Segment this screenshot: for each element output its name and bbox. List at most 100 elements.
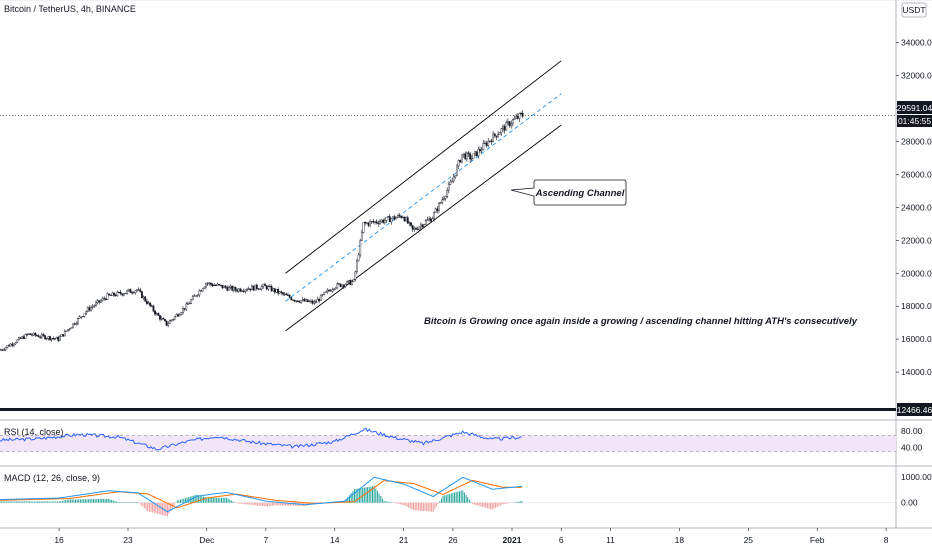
candle [45, 337, 48, 341]
candle [177, 313, 179, 318]
macd-histogram-bar [265, 502, 267, 507]
macd-histogram-bar [270, 502, 272, 506]
ascending-channel[interactable] [285, 60, 562, 332]
candle [382, 218, 385, 224]
macd-histogram-bar [178, 500, 180, 503]
date-axis[interactable]: 16 23 Dec 7 14 21 26 2021 6 11 18 25 Feb 8 [54, 528, 889, 545]
channel-upper-line[interactable] [285, 60, 562, 274]
macd-histogram-bar [385, 501, 387, 503]
macd-histogram-bar [373, 486, 375, 503]
candle [241, 289, 243, 292]
macd-histogram-bar [68, 499, 70, 503]
macd-histogram-bar [17, 501, 19, 503]
macd-histogram-bar [498, 502, 500, 507]
candle [474, 150, 476, 157]
macd-histogram-bar [247, 502, 249, 505]
macd-label[interactable]: MACD (12, 26, close, 9) [4, 473, 100, 483]
macd-histogram-bar [124, 502, 126, 503]
macd-histogram-bar [211, 497, 213, 503]
macd-histogram-bar [422, 502, 424, 511]
macd-histogram-bar [253, 502, 255, 506]
candle [339, 283, 342, 288]
candle [0, 348, 2, 351]
candle [262, 283, 265, 289]
candle [26, 333, 28, 337]
macd-histogram-bar [293, 502, 295, 506]
candle [77, 317, 79, 326]
candle [387, 215, 390, 218]
macd-histogram-bar [449, 493, 451, 503]
candle [351, 279, 353, 286]
candle [8, 344, 10, 347]
macd-histogram-bar [421, 502, 423, 511]
candle [201, 288, 204, 292]
macd-histogram-bar [129, 502, 131, 503]
macd-histogram-bar [14, 501, 16, 503]
currency-badge[interactable]: USDT [901, 2, 927, 18]
macd-histogram-bar [445, 494, 447, 503]
candle [456, 163, 458, 176]
candle [461, 154, 463, 164]
macd-tick-label: 0.00 [901, 498, 918, 508]
candle [506, 118, 509, 126]
candle [134, 290, 137, 295]
macd-histogram-bar [45, 501, 47, 503]
candle [265, 284, 268, 291]
macd-histogram-bar [209, 497, 211, 503]
macd-histogram-bar [248, 502, 250, 505]
macd-histogram-bar [168, 502, 170, 514]
macd-histogram-bar [227, 498, 229, 503]
candle [292, 299, 294, 301]
macd-histogram-bar [30, 501, 32, 503]
candle [439, 201, 442, 204]
channel-lower-line[interactable] [285, 124, 562, 332]
channel-midline[interactable] [285, 93, 562, 302]
date-tick-label: 8 [884, 535, 889, 545]
candle [136, 289, 138, 293]
macd-histogram-bar [157, 502, 159, 514]
macd-histogram-bar [66, 499, 68, 503]
macd-histogram-bar [454, 492, 456, 503]
macd-histogram-bar [439, 501, 441, 503]
candle [32, 332, 35, 337]
macd-histogram-bar [60, 501, 62, 503]
candle [446, 187, 449, 199]
macd-histogram-bar [176, 500, 178, 503]
macd-histogram-bar [181, 499, 183, 503]
candle [164, 318, 166, 322]
candle [487, 137, 490, 148]
date-tick-label: 2021 [503, 535, 522, 545]
candle [372, 218, 375, 224]
candle [457, 159, 460, 170]
price-tick-label: 22000.00 [901, 235, 932, 245]
macd-histogram-bar [478, 502, 480, 506]
macd-histogram-bar [376, 491, 378, 503]
candle [375, 219, 378, 225]
macd-histogram-bar [424, 502, 426, 512]
macd-histogram-bar [4, 501, 6, 503]
macd-histogram-bar [101, 498, 103, 503]
candle [90, 305, 92, 312]
macd-histogram-bar [122, 502, 124, 503]
candle [278, 291, 281, 295]
macd-histogram-bar [212, 497, 214, 503]
macd-series [0, 476, 896, 517]
macd-histogram-bar [396, 502, 398, 504]
macd-histogram-bar [444, 495, 446, 503]
pane-divider-main[interactable] [0, 408, 896, 411]
symbol-title[interactable]: Bitcoin / TetherUS, 4h, BINANCE [4, 4, 136, 14]
ascending-channel-callout[interactable]: Ascending Channel [510, 179, 627, 206]
macd-histogram-bar [63, 500, 65, 503]
candle [122, 292, 125, 297]
analysis-note[interactable]: Bitcoin is Growing once again inside a g… [424, 316, 858, 327]
candle [470, 155, 473, 162]
candle [126, 289, 129, 295]
candle [467, 150, 470, 157]
candle [428, 216, 431, 222]
rsi-label[interactable]: RSI (14, close) [4, 427, 64, 437]
candle [242, 288, 245, 293]
macd-histogram-bar [516, 501, 518, 503]
candle [88, 305, 91, 312]
candle [95, 300, 97, 307]
macd-histogram-bar [450, 493, 452, 503]
